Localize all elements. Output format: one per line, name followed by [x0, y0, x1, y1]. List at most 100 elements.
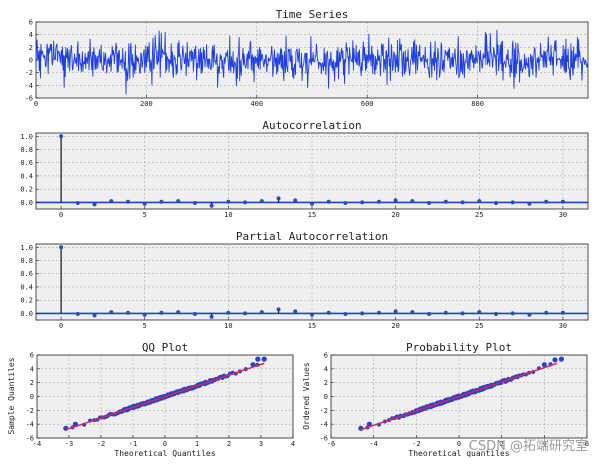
- time-series-line: [35, 29, 588, 95]
- pacf-ytick-label: 1.0: [20, 244, 33, 252]
- probability-xtick-label: 0: [457, 440, 461, 448]
- pacf-ytick-label: 0.8: [20, 257, 33, 265]
- acf-stem-marker: [192, 201, 197, 206]
- acf-stem-marker: [494, 201, 498, 206]
- qq-ytick-label: 6: [30, 352, 34, 360]
- pacf-stem-marker: [393, 309, 398, 314]
- qq-xtick-label: 2: [227, 440, 231, 448]
- acf-xtick-label: 5: [143, 211, 147, 219]
- probability-title: Probability Plot: [406, 341, 512, 354]
- acf-stem-marker: [560, 199, 565, 204]
- probability-xtick-label: -4: [369, 440, 377, 448]
- probability-xtick-label: 2: [500, 440, 504, 448]
- time-series-title: Time Series: [276, 8, 349, 21]
- acf-xtick-label: 25: [475, 211, 483, 219]
- qq-ytick-label: -2: [26, 407, 34, 415]
- pacf-stem-marker: [427, 312, 432, 317]
- probability-plot-panel: Probability Plot -6 -4 -2 0 2 4 6 -6 -4 -2 0 2 4 6 Th…: [302, 341, 589, 458]
- probability-xtick-label: -2: [412, 440, 420, 448]
- pacf-ticks: 0 5 10 15 20 25 30 0.0 0.2 0.4 0.6 0.8 1.0: [20, 244, 567, 330]
- qq-xtick-label: -2: [97, 440, 105, 448]
- pacf-stem-marker: [510, 311, 515, 316]
- acf-stem-marker: [376, 199, 381, 204]
- acf-stem-marker: [75, 201, 80, 206]
- qq-ytick-label: 0: [30, 393, 34, 401]
- pacf-stem-marker: [527, 312, 532, 317]
- time-series-ytick-label: -4: [25, 82, 33, 90]
- qq-point: [261, 356, 267, 362]
- pacf-stem-marker: [259, 310, 264, 315]
- probability-ticks: -6 -4 -2 0 2 4 6 -6 -4 -2 0 2 4 6: [320, 352, 590, 449]
- probability-ytick-label: 0: [324, 393, 328, 401]
- acf-stem-marker: [259, 199, 264, 204]
- acf-xtick-label: 20: [391, 211, 399, 219]
- pacf-stem-marker: [176, 310, 181, 315]
- time-series-panel: Time Series 0 200 400 600 800 -6 -4 -2 0 2 4 6: [25, 8, 589, 108]
- acf-title: Autocorrelation: [262, 119, 361, 132]
- qq-xtick-label: 3: [259, 440, 263, 448]
- qq-ytick-label: 2: [30, 379, 34, 387]
- acf-stem-marker: [176, 199, 181, 204]
- acf-stem-marker: [159, 199, 164, 204]
- probability-point: [558, 356, 565, 362]
- probability-point: [552, 357, 558, 363]
- probability-xtick-label: -6: [327, 440, 335, 448]
- time-series-xtick-label: 0: [34, 100, 38, 108]
- acf-stem-marker: [527, 201, 532, 206]
- qq-xtick-label: -4: [33, 440, 41, 448]
- pacf-series: [36, 245, 588, 319]
- pacf-stem-marker: [226, 310, 231, 315]
- acf-ytick-label: 0.0: [20, 199, 33, 207]
- pacf-stem-marker: [410, 310, 415, 315]
- pacf-ytick-label: 0.0: [20, 310, 33, 318]
- probability-point: [358, 425, 364, 431]
- acf-stem-marker: [427, 201, 432, 206]
- acf-stem-marker: [326, 199, 331, 204]
- acf-ytick-label: 1.0: [20, 133, 33, 141]
- qq-xtick-label: -3: [65, 440, 73, 448]
- acf-ticks: 0 5 10 15 20 25 30 0.0 0.2 0.4 0.6 0.8 1.0: [20, 133, 567, 219]
- probability-ytick-label: 2: [324, 379, 328, 387]
- pacf-stem-marker: [293, 309, 298, 314]
- acf-stem-marker: [343, 201, 348, 206]
- acf-xtick-label: 15: [308, 211, 316, 219]
- pacf-stem-marker: [360, 311, 365, 316]
- probability-ytick-label: -6: [320, 435, 328, 443]
- pacf-grid: [36, 244, 588, 320]
- time-series-ytick-label: -2: [25, 69, 33, 77]
- pacf-stem-marker: [477, 310, 482, 315]
- acf-stem-marker: [92, 202, 97, 207]
- probability-point: [366, 421, 372, 427]
- acf-stem-marker: [243, 200, 248, 205]
- time-series-ytick-label: 6: [29, 19, 33, 27]
- acf-stem-marker: [544, 199, 549, 204]
- qq-fit-line: [65, 362, 265, 431]
- qq-xtick-label: -1: [129, 440, 137, 448]
- pacf-stem-marker: [560, 310, 565, 315]
- pacf-stem-marker: [126, 310, 130, 315]
- probability-xtick-label: 4: [542, 440, 546, 448]
- pacf-stem-marker: [460, 311, 465, 316]
- pacf-ytick-label: 0.6: [20, 270, 33, 278]
- pacf-stem-marker: [326, 310, 331, 315]
- pacf-stem-marker: [443, 310, 448, 315]
- acf-stem-marker: [477, 199, 482, 204]
- qq-xtick-label: 1: [195, 440, 199, 448]
- watermark: CSDN @拓端研究室: [469, 438, 588, 454]
- pacf-title: Partial Autocorrelation: [236, 230, 388, 243]
- pacf-xtick-label: 0: [59, 322, 63, 330]
- qq-ytick-label: 4: [30, 365, 34, 373]
- pacf-ytick-label: 0.4: [20, 283, 33, 291]
- pacf-stem-marker: [544, 310, 549, 315]
- acf-ytick-label: 0.8: [20, 146, 33, 154]
- acf-stem-marker: [510, 200, 515, 205]
- probability-xtick-label: 6: [585, 440, 589, 448]
- probability-ytick-label: -4: [320, 421, 328, 429]
- pacf-stem-marker: [494, 312, 498, 317]
- time-series-series: [35, 29, 588, 95]
- acf-stem-marker: [293, 198, 298, 203]
- pacf-stem-marker: [59, 245, 64, 250]
- time-series-ytick-label: 4: [29, 31, 33, 39]
